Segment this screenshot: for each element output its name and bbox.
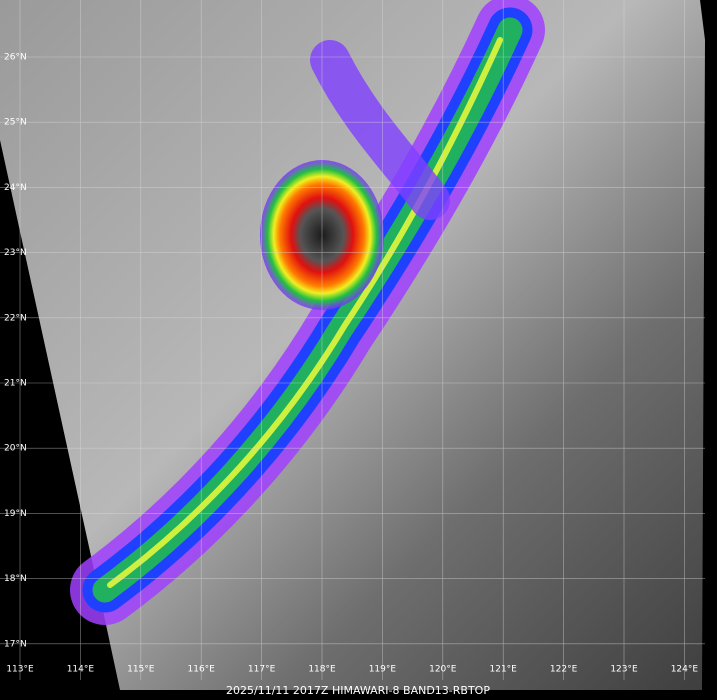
lon-label: 115°E [127, 665, 155, 675]
lon-label: 116°E [188, 665, 216, 675]
lat-label: 24°N [4, 183, 27, 193]
graticule [0, 0, 705, 680]
lon-label: 118°E [308, 665, 336, 675]
lon-label: 119°E [369, 665, 397, 675]
lon-label: 120°E [429, 665, 457, 675]
lat-label: 26°N [4, 53, 27, 63]
lat-label: 21°N [4, 379, 27, 389]
lon-label: 124°E [671, 665, 699, 675]
lat-label: 22°N [4, 313, 27, 323]
lat-label: 18°N [4, 574, 27, 584]
lat-label: 25°N [4, 118, 27, 128]
cloud-band [70, 0, 545, 625]
lat-label: 20°N [4, 444, 27, 454]
caption: 2025/11/11 2017Z HIMAWARI-8 BAND13-RBTOP [226, 684, 490, 697]
lon-label: 117°E [248, 665, 276, 675]
lat-label: 19°N [4, 509, 27, 519]
lon-label: 121°E [490, 665, 518, 675]
lat-label: 17°N [4, 639, 27, 649]
lon-label: 114°E [67, 665, 95, 675]
lon-label: 122°E [550, 665, 578, 675]
lat-label: 23°N [4, 248, 27, 258]
lon-label: 113°E [6, 665, 34, 675]
lon-label: 123°E [610, 665, 638, 675]
